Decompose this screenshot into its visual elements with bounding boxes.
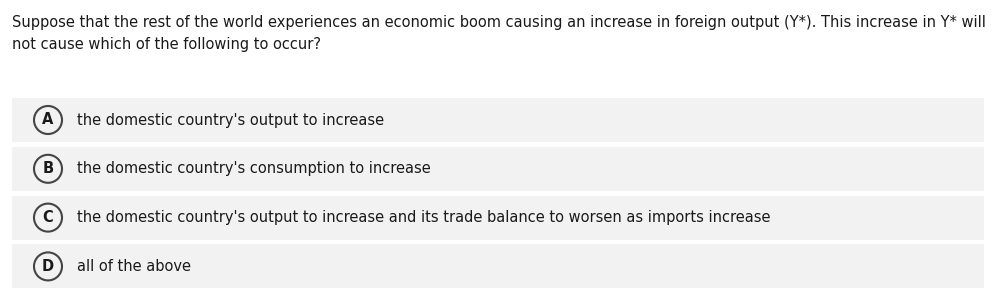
Text: A: A bbox=[42, 113, 54, 127]
Text: the domestic country's consumption to increase: the domestic country's consumption to in… bbox=[77, 161, 430, 176]
Text: the domestic country's output to increase and its trade balance to worsen as imp: the domestic country's output to increas… bbox=[77, 210, 771, 225]
Text: C: C bbox=[43, 210, 54, 225]
Text: Suppose that the rest of the world experiences an economic boom causing an incre: Suppose that the rest of the world exper… bbox=[12, 15, 986, 30]
Text: all of the above: all of the above bbox=[77, 259, 191, 274]
Text: the domestic country's output to increase: the domestic country's output to increas… bbox=[77, 113, 384, 127]
Text: D: D bbox=[42, 259, 54, 274]
Text: not cause which of the following to occur?: not cause which of the following to occu… bbox=[12, 37, 321, 52]
Text: B: B bbox=[43, 161, 54, 176]
